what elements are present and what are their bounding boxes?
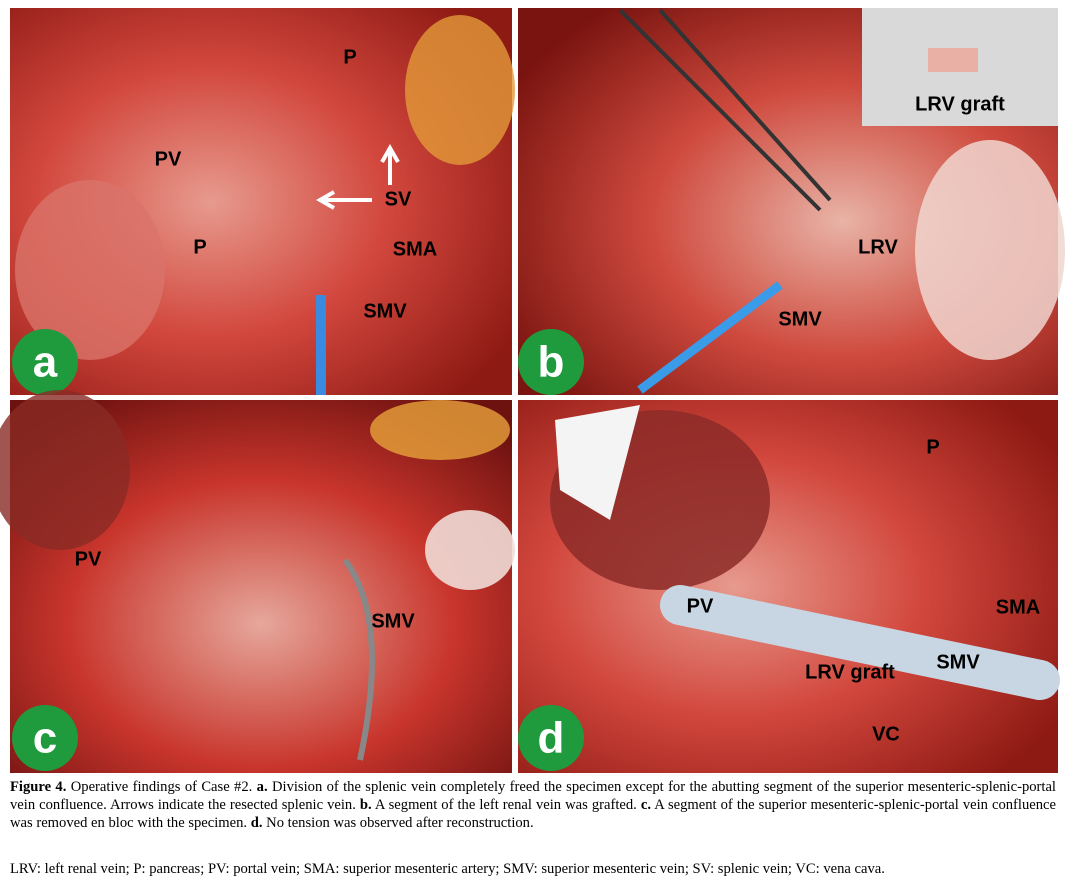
- label: LRV graft: [915, 93, 1005, 115]
- caption: Figure 4. Operative findings of Case #2.…: [10, 778, 1056, 832]
- fat: [370, 400, 510, 460]
- label: PV: [687, 595, 714, 617]
- organ: [15, 180, 165, 360]
- panel-d: P PV SMA SMV LRV graft VC d: [518, 400, 1060, 773]
- label: P: [926, 436, 939, 458]
- vessel-loop: [637, 281, 783, 394]
- panel-badge: [518, 329, 584, 395]
- caption-text: No tension was observed after reconstruc…: [266, 815, 534, 831]
- figure: a P PV SV P SMA SMV LRV graft LRV SMV b …: [0, 8, 1065, 773]
- caption-text: Operative findings of Case #2.: [70, 779, 253, 795]
- graft: [928, 48, 978, 72]
- caption-lead: d.: [250, 815, 263, 831]
- panel-badge: [12, 705, 78, 771]
- label: P: [343, 46, 356, 68]
- label: SMV: [936, 651, 980, 673]
- fat: [405, 15, 515, 165]
- forceps: [618, 8, 832, 212]
- label: P: [193, 236, 206, 258]
- vessel-loop: [316, 295, 326, 395]
- caption-lead: b.: [359, 797, 372, 813]
- caption-text: A segment of the left renal vein was gra…: [374, 797, 637, 813]
- label: LRV graft: [805, 661, 895, 683]
- panel-badge: [518, 705, 584, 771]
- caption-lead: c.: [640, 797, 651, 813]
- label: SMA: [393, 238, 437, 260]
- panel-a: a P PV SV P SMA SMV: [10, 8, 515, 395]
- arrows: [315, 143, 400, 210]
- panel-b: LRV graft LRV SMV b: [518, 8, 1065, 395]
- caption-text: A segment of the superior mesenteric-spl…: [10, 797, 1056, 831]
- bowel: [915, 140, 1065, 360]
- vein: [660, 585, 1060, 700]
- label: PV: [155, 148, 182, 170]
- abbreviations: LRV: left renal vein; P: pancreas; PV: p…: [10, 861, 885, 877]
- gauze: [555, 405, 640, 520]
- label: SV: [385, 188, 412, 210]
- clamp: [342, 558, 375, 761]
- panel-badge: [12, 329, 78, 395]
- label: SMV: [371, 610, 415, 632]
- caption-text: Division of the splenic vein completely …: [10, 779, 1056, 813]
- panel-letter: c: [33, 714, 57, 763]
- liver: [0, 390, 130, 550]
- label: VC: [872, 723, 900, 745]
- panel-letter: a: [33, 338, 58, 387]
- label: SMV: [363, 300, 407, 322]
- label: LRV: [858, 236, 898, 258]
- label: SMV: [778, 308, 822, 330]
- panel-c: PV SMV c: [0, 390, 515, 773]
- label: SMA: [996, 596, 1040, 618]
- panel-letter: d: [538, 714, 565, 763]
- panel-letter: b: [538, 338, 565, 387]
- caption-lead: Figure 4.: [10, 779, 67, 795]
- caption-lead: a.: [256, 779, 268, 795]
- label: PV: [75, 548, 102, 570]
- bowel: [425, 510, 515, 590]
